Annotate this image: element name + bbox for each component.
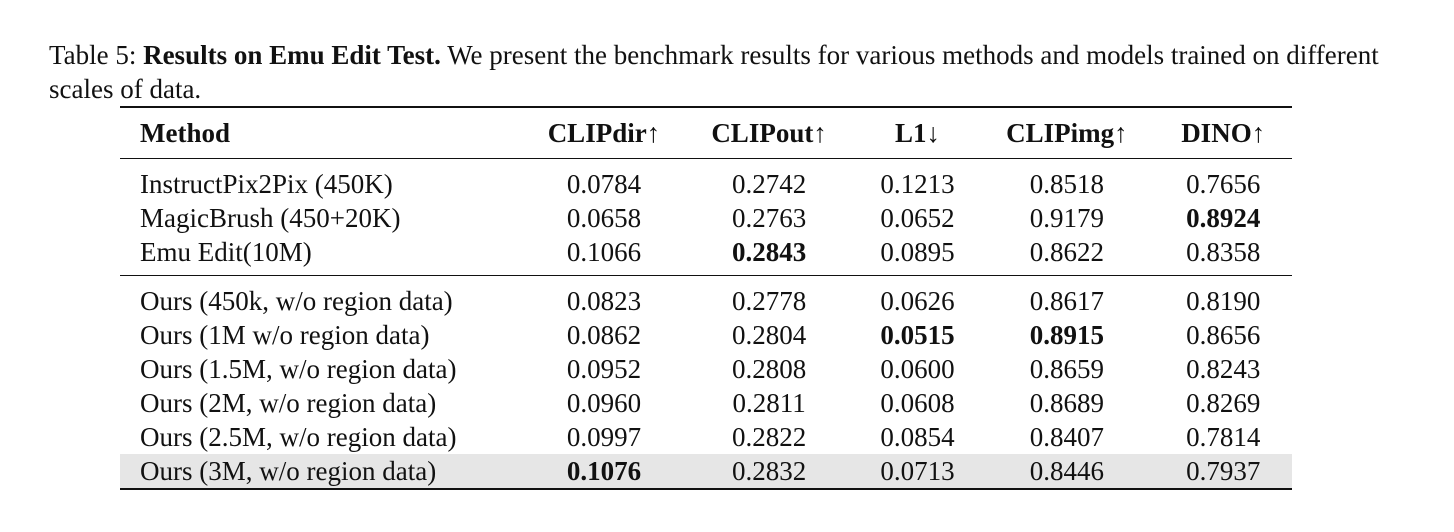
clipout-cell: 0.2742 <box>731 169 807 199</box>
clipdir-cell: 0.0997 <box>566 422 642 452</box>
clipimg-cell: 0.8689 <box>1029 388 1105 418</box>
clipimg-cell: 0.8622 <box>1029 237 1105 267</box>
header-dino: DINO↑ <box>1181 118 1266 148</box>
method-cell: Emu Edit(10M) <box>140 237 312 267</box>
header-clipdir: CLIPdir↑ <box>547 118 661 148</box>
results-table: Method CLIPdir↑ CLIPout↑ L1↓ CLIPimg↑ DI… <box>120 106 1292 490</box>
dino-cell: 0.8656 <box>1186 320 1261 350</box>
header-row: Method CLIPdir↑ CLIPout↑ L1↓ CLIPimg↑ DI… <box>120 108 1292 158</box>
clipdir-cell: 0.0862 <box>566 320 642 350</box>
header-clipout: CLIPout↑ <box>711 118 827 148</box>
method-cell: Ours (1M w/o region data) <box>140 320 430 350</box>
clipout-cell: 0.2763 <box>731 203 807 233</box>
l1-cell: 0.1213 <box>880 169 955 199</box>
caption-text: We present the benchmark results for var… <box>49 40 1379 104</box>
l1-cell: 0.0652 <box>880 203 955 233</box>
clipimg-cell: 0.8407 <box>1029 422 1105 452</box>
method-cell: Ours (2.5M, w/o region data) <box>140 422 457 452</box>
table-row: Emu Edit(10M) 0.1066 0.2843 0.0895 0.862… <box>120 235 1292 269</box>
bottom-rule <box>120 488 1292 490</box>
l1-cell: 0.0713 <box>880 456 955 486</box>
l1-cell: 0.0600 <box>880 354 955 384</box>
top-rule <box>120 106 1292 108</box>
clipdir-cell: 0.0952 <box>566 354 642 384</box>
header-l1: L1↓ <box>894 118 940 148</box>
dino-cell: 0.7656 <box>1186 169 1261 199</box>
table-row: InstructPix2Pix (450K) 0.0784 0.2742 0.1… <box>120 167 1292 201</box>
method-cell: Ours (450k, w/o region data) <box>140 286 453 316</box>
clipout-cell: 0.2778 <box>731 286 807 316</box>
l1-cell: 0.0626 <box>880 286 955 316</box>
l1-cell: 0.0854 <box>880 422 955 452</box>
clipout-cell: 0.2832 <box>731 456 807 486</box>
clipdir-cell: 0.0823 <box>566 286 642 316</box>
clipout-cell: 0.2811 <box>732 388 806 418</box>
clipimg-cell: 0.8446 <box>1029 456 1105 486</box>
table-row: Ours (2M, w/o region data) 0.0960 0.2811… <box>120 386 1292 420</box>
clipimg-cell: 0.8617 <box>1029 286 1105 316</box>
dino-cell: 0.8358 <box>1186 237 1261 267</box>
dino-cell: 0.7937 <box>1186 456 1261 486</box>
clipout-cell-best: 0.2843 <box>731 237 807 267</box>
l1-cell: 0.0608 <box>880 388 955 418</box>
header-method: Method <box>140 118 230 148</box>
clipimg-cell: 0.8659 <box>1029 354 1105 384</box>
clipout-cell: 0.2808 <box>731 354 807 384</box>
dino-cell-best: 0.8924 <box>1186 203 1261 233</box>
dino-cell: 0.7814 <box>1186 422 1261 452</box>
clipimg-cell: 0.8518 <box>1029 169 1105 199</box>
caption-title: Results on Emu Edit Test. <box>143 40 441 70</box>
method-cell: InstructPix2Pix (450K) <box>140 169 393 199</box>
l1-cell: 0.0895 <box>880 237 955 267</box>
method-cell: Ours (1.5M, w/o region data) <box>140 354 457 384</box>
clipout-cell: 0.2804 <box>731 320 807 350</box>
header-clipimg: CLIPimg↑ <box>1006 118 1128 148</box>
clipdir-cell: 0.0658 <box>566 203 642 233</box>
table-row: Ours (450k, w/o region data) 0.0823 0.27… <box>120 284 1292 318</box>
table-row: MagicBrush (450+20K) 0.0658 0.2763 0.065… <box>120 201 1292 235</box>
caption-label: Table 5: <box>49 40 137 70</box>
group-rule <box>120 275 1292 276</box>
clipdir-cell-best: 0.1076 <box>566 456 642 486</box>
clipdir-cell: 0.0960 <box>566 388 642 418</box>
clipdir-cell: 0.0784 <box>566 169 642 199</box>
clipimg-cell-best: 0.8915 <box>1029 320 1105 350</box>
table-row: Ours (2.5M, w/o region data) 0.0997 0.28… <box>120 420 1292 454</box>
method-cell: MagicBrush (450+20K) <box>140 203 401 233</box>
dino-cell: 0.8269 <box>1186 388 1261 418</box>
dino-cell: 0.8243 <box>1186 354 1261 384</box>
header-rule <box>120 158 1292 159</box>
dino-cell: 0.8190 <box>1186 286 1261 316</box>
method-cell: Ours (2M, w/o region data) <box>140 388 437 418</box>
l1-cell-best: 0.0515 <box>880 320 955 350</box>
clipimg-cell: 0.9179 <box>1029 203 1105 233</box>
method-cell: Ours (3M, w/o region data) <box>140 456 437 486</box>
clipdir-cell: 0.1066 <box>566 237 642 267</box>
table-caption: Table 5: Results on Emu Edit Test. We pr… <box>49 38 1409 106</box>
clipout-cell: 0.2822 <box>731 422 807 452</box>
table-row-highlighted: Ours (3M, w/o region data) 0.1076 0.2832… <box>120 454 1292 488</box>
table-row: Ours (1M w/o region data) 0.0862 0.2804 … <box>120 318 1292 352</box>
table-row: Ours (1.5M, w/o region data) 0.0952 0.28… <box>120 352 1292 386</box>
